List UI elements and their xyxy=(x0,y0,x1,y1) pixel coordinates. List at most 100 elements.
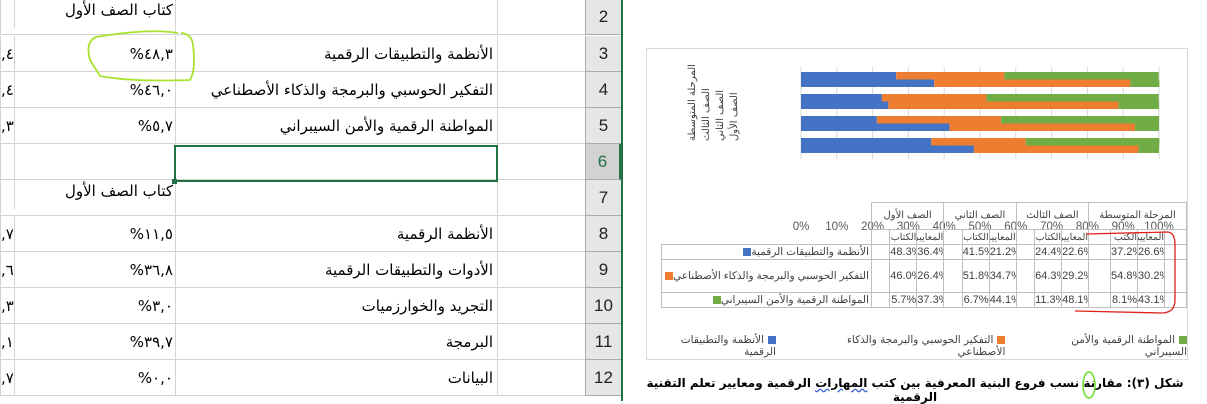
bar-segment[interactable] xyxy=(801,116,877,124)
cell-partial[interactable]: ,٣ xyxy=(0,288,14,324)
category-axis-label: الصف الثاني xyxy=(715,89,726,141)
cell-percentage[interactable]: %٣,٠ xyxy=(14,288,175,324)
group-header-second: الصف الثاني xyxy=(943,202,1017,230)
row-header[interactable]: 3 xyxy=(585,36,621,72)
row-header[interactable]: 10 xyxy=(585,288,621,324)
cell-branch-name[interactable]: التفكير الحوسبي والبرمجة والذكاء الأصطنا… xyxy=(175,72,497,108)
cell-empty[interactable] xyxy=(497,288,585,324)
cell-percentage[interactable]: %٠,٠ xyxy=(14,360,175,396)
bar-segment[interactable] xyxy=(876,116,1002,124)
bar-segment[interactable] xyxy=(986,94,1159,102)
row-header[interactable]: 11 xyxy=(585,324,621,360)
cell-empty[interactable] xyxy=(497,144,585,180)
cell-branch-name[interactable]: التجريد والخوارزميات xyxy=(175,288,497,324)
cell-partial[interactable] xyxy=(0,144,14,180)
cell-percentage[interactable]: %٣٦,٨ xyxy=(14,252,175,288)
row-header[interactable]: 12 xyxy=(585,360,621,396)
value-standards: 43.1% xyxy=(1137,292,1166,308)
value-books: 8.1% xyxy=(1110,292,1139,308)
cell-partial[interactable]: ,٧ xyxy=(0,360,14,396)
row-header[interactable]: 2 xyxy=(585,0,621,35)
bar-segment[interactable] xyxy=(888,101,1119,110)
value-standards: 30.2% xyxy=(1137,259,1166,293)
cell-branch-name[interactable]: الأنظمة والتطبيقات الرقمية xyxy=(175,36,497,72)
bar-segment[interactable] xyxy=(1138,145,1159,154)
bar-segment[interactable] xyxy=(896,72,1005,80)
value-books: 37.2% xyxy=(1110,244,1139,260)
bar-segment[interactable] xyxy=(801,94,882,102)
cell-partial[interactable]: ,٤ xyxy=(0,36,14,72)
cell-empty[interactable] xyxy=(497,360,585,396)
spreadsheet-row: ,٣ %٥,٧ المواطنة الرقمية والأمن السيبراني 5 xyxy=(0,108,621,144)
cell-partial[interactable]: ,٣ xyxy=(0,108,14,144)
cell-partial[interactable]: ,٤ xyxy=(0,72,14,108)
bar-segment[interactable] xyxy=(1004,72,1159,80)
cell-empty[interactable] xyxy=(497,216,585,252)
table-corner xyxy=(662,203,872,245)
cell-empty[interactable] xyxy=(497,72,585,108)
cell-percentage[interactable]: %٤٨,٣ xyxy=(14,36,175,72)
bar-segment[interactable] xyxy=(934,79,1131,88)
cell-partial[interactable]: ,٦ xyxy=(0,252,14,288)
cell-partial[interactable] xyxy=(0,0,14,35)
spreadsheet-row: 6 xyxy=(0,144,621,180)
cell-empty[interactable] xyxy=(497,36,585,72)
value-standards: 26.4% xyxy=(916,259,945,293)
cell-partial[interactable]: ,٧ xyxy=(0,216,14,252)
row-header[interactable]: 4 xyxy=(585,72,621,108)
bar-segment[interactable] xyxy=(1135,123,1159,132)
active-cell-selection[interactable] xyxy=(172,145,498,184)
bar-segment[interactable] xyxy=(801,79,935,88)
row-header[interactable]: 9 xyxy=(585,252,621,288)
cell-percentage[interactable]: %٥,٧ xyxy=(14,108,175,144)
cell-empty[interactable] xyxy=(497,108,585,144)
bar-segment[interactable] xyxy=(801,145,974,154)
cell-branch-name[interactable]: البرمجة xyxy=(175,324,497,360)
cell-partial[interactable]: ,١ xyxy=(0,324,14,360)
cell-branch-name[interactable]: الأدوات والتطبيقات الرقمية xyxy=(175,252,497,288)
legend-label: التفكير الحوسبي والبرمجة والذكاء الأصطنا… xyxy=(846,334,1006,358)
cell-branch-name[interactable]: البيانات xyxy=(175,360,497,396)
bar-segment[interactable] xyxy=(801,72,897,80)
cell-header[interactable]: كتاب الصف الأول xyxy=(14,0,175,28)
cell-header[interactable]: كتاب الصف الأول xyxy=(14,173,175,209)
document-page: 0% 10% 20% 30% 40% 50% 60% 70% 80% 90% 100% المرحل… xyxy=(623,0,1207,404)
cell-branch-name[interactable] xyxy=(175,0,497,35)
cell-branch-name[interactable]: الأنظمة الرقمية xyxy=(175,216,497,252)
cell-branch-name[interactable] xyxy=(175,180,497,216)
legend-swatch xyxy=(1179,336,1187,344)
x-tick-label: 0% xyxy=(792,221,810,233)
cell-percentage[interactable]: %٤٦,٠ xyxy=(14,72,175,108)
cell-branch-name[interactable]: المواطنة الرقمية والأمن السيبراني xyxy=(175,108,497,144)
cell-empty[interactable] xyxy=(497,0,585,35)
cell-empty[interactable] xyxy=(497,180,585,216)
category-axis-label: المرحلة المتوسطة xyxy=(687,64,698,141)
cell-percentage[interactable]: %١١,٥ xyxy=(14,216,175,252)
row-header[interactable]: 6 xyxy=(585,144,621,180)
bar-segment[interactable] xyxy=(931,138,1026,146)
row-header[interactable]: 5 xyxy=(585,108,621,144)
legend-swatch xyxy=(767,336,776,344)
bar-segment[interactable] xyxy=(801,101,889,110)
cell-empty[interactable] xyxy=(497,324,585,360)
cell-empty[interactable] xyxy=(497,252,585,288)
row-header[interactable]: 7 xyxy=(585,180,621,216)
bar-segment[interactable] xyxy=(1025,138,1160,146)
bar-segment[interactable] xyxy=(801,138,932,146)
bar-segment[interactable] xyxy=(1130,79,1160,88)
cell-percentage[interactable]: %٣٩,٧ xyxy=(14,324,175,360)
bar-segment[interactable] xyxy=(1118,101,1159,110)
empty xyxy=(943,259,963,293)
caption-spellcheck-word: المهارات xyxy=(815,376,868,390)
spreadsheet[interactable]: كتاب الصف الأول 2 ,٤ %٤٨,٣ الأنظمة والتطبيقا… xyxy=(0,0,623,401)
cell-partial[interactable] xyxy=(0,180,14,216)
bar-segment[interactable] xyxy=(1001,116,1159,124)
bar-segment[interactable] xyxy=(801,123,950,132)
bar-segment[interactable] xyxy=(881,94,987,102)
bar-segment[interactable] xyxy=(949,123,1136,132)
chart-frame[interactable]: 0% 10% 20% 30% 40% 50% 60% 70% 80% 90% 100% المرحل… xyxy=(646,48,1188,360)
table-row: التفكير الحوسبي والبرمجة والذكاء الأصطنا… xyxy=(661,259,1187,293)
cell-percentage[interactable] xyxy=(14,144,175,180)
bar-segment[interactable] xyxy=(973,145,1139,154)
row-header[interactable]: 8 xyxy=(585,216,621,252)
